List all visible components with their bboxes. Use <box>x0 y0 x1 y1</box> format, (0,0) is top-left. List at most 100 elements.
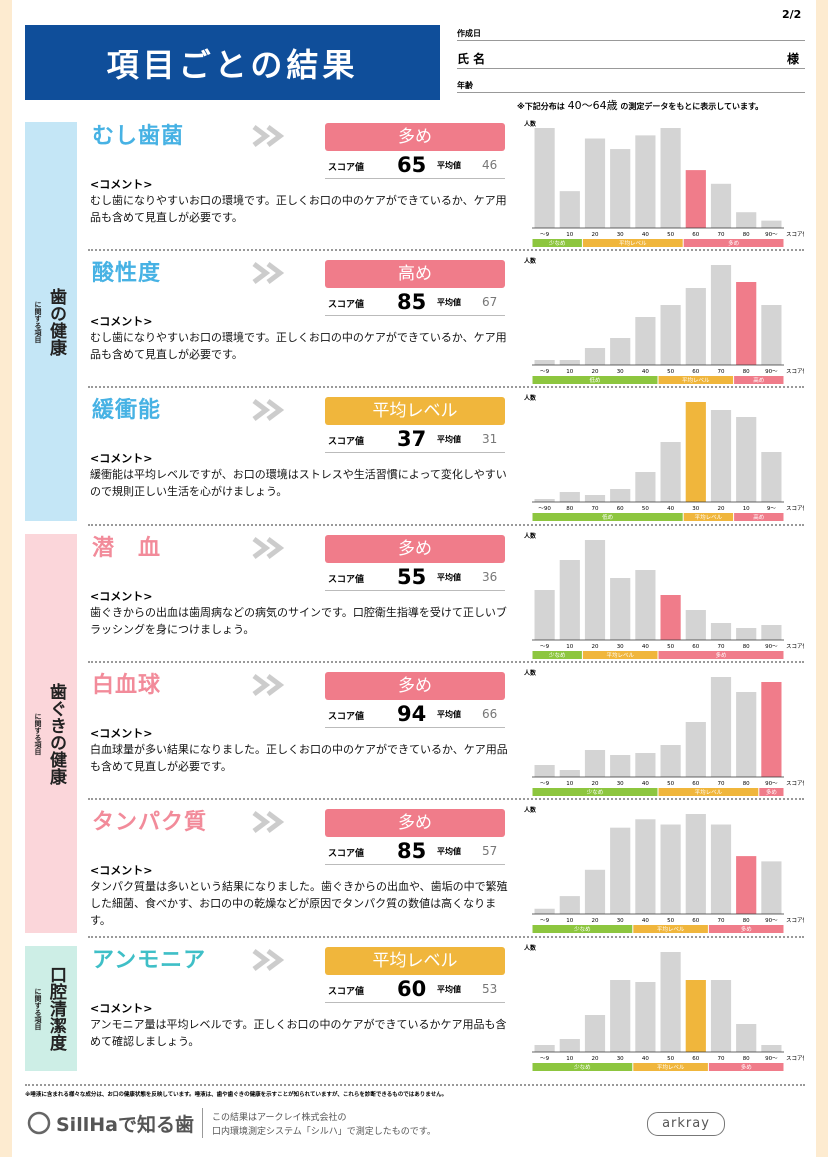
range-band <box>759 788 784 796</box>
range-label: 平均レベル <box>657 925 685 933</box>
note: ※下記分布は 40〜64歳 の測定データをもとに表示しています。 <box>517 97 763 113</box>
separator <box>88 386 804 388</box>
x-axis-label: スコア値 <box>786 642 804 650</box>
range-band <box>658 788 759 796</box>
bar <box>736 212 757 228</box>
level-badge: 多め <box>325 535 505 563</box>
disclaimer: ※唾液に含まれる様々な成分は、お口の健康状態を反映しています。唾液は、歯や歯ぐき… <box>25 1092 448 1098</box>
bar <box>761 220 782 228</box>
x-tick-label: 40 <box>642 232 649 238</box>
level-badge: 高め <box>325 260 505 288</box>
y-axis-label: 人数 <box>524 120 537 128</box>
x-tick-label: 80 <box>743 918 750 924</box>
comment-label: <コメント> <box>90 727 153 740</box>
bar <box>685 402 706 502</box>
bar <box>559 360 580 365</box>
bar <box>534 590 555 640</box>
x-tick-label: 70 <box>718 232 725 238</box>
range-label: 多め <box>741 1063 752 1071</box>
note-suffix: の測定データをもとに表示しています。 <box>620 102 764 111</box>
item-name: アンモニア <box>92 948 207 973</box>
comment-label: <コメント> <box>90 315 153 328</box>
x-tick-label: 60 <box>692 369 699 375</box>
bar <box>761 682 782 777</box>
range-band <box>633 925 708 933</box>
range-band <box>683 513 734 521</box>
x-tick-label: 40 <box>642 918 649 924</box>
bar <box>584 348 606 365</box>
label-wrap: 口腔清潔度 に関する項目 <box>33 966 69 1051</box>
bar <box>635 753 656 777</box>
bar <box>660 952 681 1052</box>
x-tick-label: 50 <box>667 232 674 238</box>
score-label: スコア値 <box>328 575 365 585</box>
x-tick-label: 40 <box>642 781 649 787</box>
x-tick-label: 90〜 <box>765 781 778 787</box>
range-label: 少なめ <box>574 1064 591 1071</box>
item-name: 潜 血 <box>92 536 162 561</box>
separator <box>88 936 804 938</box>
x-tick-label: 20 <box>718 506 725 512</box>
histogram: 人数〜9 10 20 30 40 50 60 70 80 90〜 スコア値少なめ 平均レベル 多め <box>524 669 804 796</box>
x-tick-label: 90〜 <box>765 644 778 650</box>
bar <box>736 417 757 502</box>
x-tick-label: 〜9 <box>540 918 550 924</box>
score-label: スコア値 <box>328 849 365 859</box>
separator <box>88 798 804 800</box>
score-label: スコア値 <box>328 437 365 447</box>
histogram: 人数〜90 80 70 60 50 40 30 20 10 9〜 スコア値低め 平均レベル 高め <box>524 394 804 521</box>
x-tick-label: 80 <box>743 232 750 238</box>
x-tick-label: 10 <box>566 369 573 375</box>
x-tick-label: 30 <box>692 506 699 512</box>
x-tick-label: 10 <box>566 1056 573 1062</box>
x-tick-label: 50 <box>642 506 649 512</box>
x-tick-label: 10 <box>566 644 573 650</box>
rule <box>457 92 805 93</box>
y-axis-label: 人数 <box>524 394 537 402</box>
bar <box>559 770 580 777</box>
item-name: 酸性度 <box>92 261 162 286</box>
score-label: スコア値 <box>328 300 365 310</box>
x-tick-label: 20 <box>592 369 599 375</box>
x-tick-label: 10 <box>566 918 573 924</box>
bar <box>534 765 555 777</box>
range-label: 少なめ <box>549 652 566 659</box>
x-tick-label: 80 <box>743 644 750 650</box>
bar <box>559 896 580 914</box>
range-label: 低め <box>602 513 613 521</box>
x-tick-label: 30 <box>617 644 624 650</box>
range-label: 多め <box>715 651 726 659</box>
range-band <box>532 925 633 933</box>
comment: 緩衝能は平均レベルですが、お口の環境はストレスや生活習慣によって変化しやすいので… <box>90 468 507 498</box>
x-tick-label: 80 <box>743 369 750 375</box>
chevron-arrow <box>266 949 285 971</box>
x-tick-label: 70 <box>718 1056 725 1062</box>
chevron <box>252 537 285 559</box>
comment-label: <コメント> <box>90 1002 153 1015</box>
bar <box>736 282 757 365</box>
bar <box>584 540 606 640</box>
bar <box>610 489 631 502</box>
x-axis-label: スコア値 <box>786 504 804 512</box>
name-label: 氏 名 <box>457 52 486 66</box>
comment-label: <コメント> <box>90 864 153 877</box>
bar <box>710 824 732 914</box>
item-name: タンパク質 <box>92 810 208 835</box>
bar <box>635 472 656 502</box>
x-tick-label: 20 <box>592 1056 599 1062</box>
bar <box>710 677 732 777</box>
section-sub: に関する項目 <box>34 987 42 1030</box>
section-label: 歯の健康 に関する項目 <box>25 122 77 521</box>
chevron <box>252 262 285 284</box>
avg-label: 平均値 <box>437 573 461 582</box>
title: 項目ごとの結果 <box>106 46 359 84</box>
range-label: 多め <box>766 788 777 796</box>
level-badge: 平均レベル <box>325 397 505 425</box>
separator <box>88 661 804 663</box>
bar <box>710 980 732 1052</box>
y-axis-label: 人数 <box>524 257 537 265</box>
avg-label: 平均値 <box>437 847 461 856</box>
label-wrap: 歯ぐきの健康 に関する項目 <box>33 683 69 785</box>
score-underline <box>325 315 505 316</box>
